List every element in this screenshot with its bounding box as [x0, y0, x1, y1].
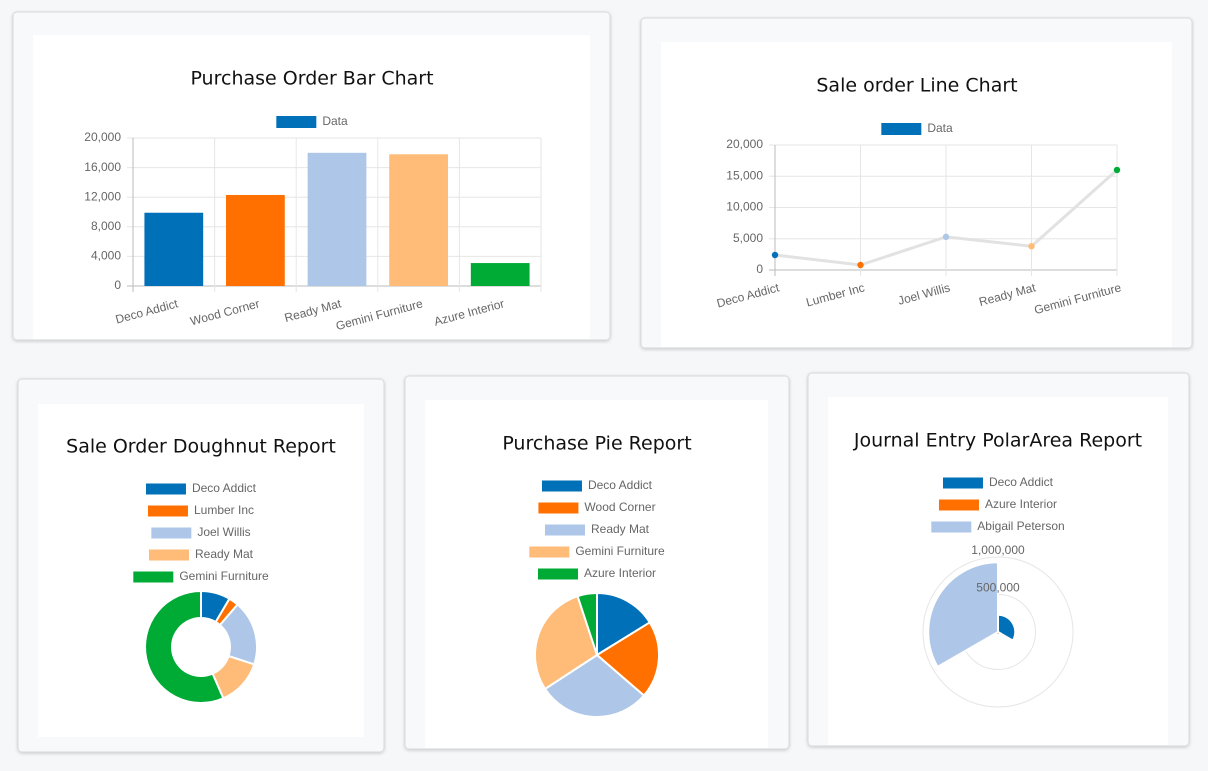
legend-swatch — [538, 502, 579, 514]
legend-swatch — [537, 568, 578, 580]
legend-label: Azure Interior — [584, 566, 656, 580]
legend-swatch — [938, 499, 979, 511]
point — [1113, 166, 1121, 174]
legend-swatch — [148, 549, 189, 561]
chart-title: Purchase Pie Report — [502, 433, 691, 455]
bar — [470, 263, 530, 286]
legend-swatch — [529, 546, 570, 558]
legend-swatch — [276, 116, 317, 128]
point — [857, 261, 864, 269]
point — [942, 233, 950, 241]
polar-segment — [997, 613, 1017, 642]
polar-segment — [927, 561, 999, 669]
legend-label: Gemini Furniture — [575, 544, 665, 558]
slice — [576, 591, 598, 656]
y-tick-label: 8,000 — [91, 219, 121, 233]
r-tick-label: 1,000,000 — [971, 543, 1025, 557]
bar — [144, 212, 204, 286]
bar — [307, 152, 367, 286]
legend-label: Abigail Peterson — [977, 519, 1064, 533]
bar — [226, 194, 285, 286]
y-tick-label: 5,000 — [733, 231, 763, 245]
bar — [389, 154, 448, 286]
chart-title: Sale order Line Chart — [816, 75, 1017, 97]
y-tick-label: 16,000 — [84, 160, 121, 174]
legend-label: Data — [927, 121, 953, 135]
legend-label: Joel Willis — [197, 525, 250, 539]
slice — [543, 653, 646, 718]
legend-label: Deco Addict — [989, 475, 1054, 489]
y-tick-label: 15,000 — [726, 168, 763, 182]
legend-swatch — [145, 483, 186, 495]
grid-circle — [922, 556, 1074, 708]
slice — [534, 594, 599, 691]
y-tick-label: 12,000 — [84, 189, 121, 203]
legend-swatch — [544, 524, 585, 536]
legend-label: Ready Mat — [591, 522, 650, 536]
y-tick-label: 20,000 — [726, 137, 763, 151]
y-tick-label: 0 — [114, 278, 121, 292]
legend-swatch — [881, 123, 922, 135]
slice — [595, 621, 660, 697]
legend-label: Ready Mat — [195, 547, 254, 561]
point — [1028, 243, 1035, 250]
legend-label: Gemini Furniture — [179, 569, 269, 583]
legend-label: Wood Corner — [584, 500, 655, 514]
y-tick-label: 4,000 — [91, 249, 121, 263]
chart-title: Journal Entry PolarArea Report — [853, 430, 1142, 452]
legend-swatch — [931, 521, 972, 533]
point — [771, 251, 779, 259]
legend-swatch — [151, 527, 192, 539]
y-tick-label: 0 — [756, 262, 763, 276]
y-tick-label: 10,000 — [726, 200, 763, 214]
legend-label: Deco Addict — [588, 478, 653, 492]
y-tick-label: 20,000 — [84, 130, 121, 144]
panel — [661, 42, 1172, 347]
chart-title: Sale Order Doughnut Report — [66, 436, 336, 458]
slice — [144, 589, 225, 704]
r-tick-label: 500,000 — [976, 581, 1020, 595]
legend-swatch — [541, 480, 582, 492]
legend-swatch — [133, 571, 174, 583]
slice — [596, 591, 652, 657]
chart-title: Purchase Order Bar Chart — [190, 68, 433, 90]
legend-label: Deco Addict — [192, 481, 257, 495]
legend-label: Lumber Inc — [194, 503, 254, 517]
legend-swatch — [942, 477, 983, 489]
legend-swatch — [147, 505, 188, 517]
legend-label: Data — [322, 114, 348, 128]
legend-label: Azure Interior — [985, 497, 1057, 511]
